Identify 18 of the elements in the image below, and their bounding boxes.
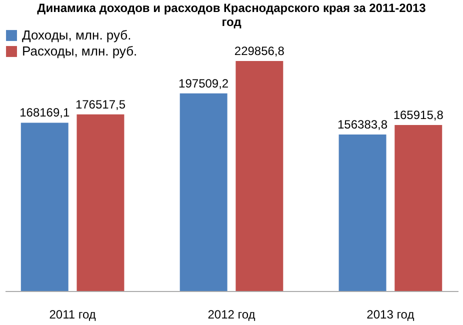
x-tick-label: 2013 год [366, 308, 414, 322]
legend-label: Доходы, млн. руб. [22, 28, 132, 42]
bar [180, 93, 228, 291]
bar [236, 61, 284, 291]
data-label: 197509,2 [178, 76, 229, 90]
bar [338, 134, 386, 291]
data-label: 165915,8 [393, 108, 444, 122]
data-label: 156383,8 [337, 118, 388, 132]
data-label: 176517,5 [75, 97, 126, 112]
x-tick-label: 2012 год [208, 308, 256, 322]
x-tick-label: 2011 год [49, 308, 96, 322]
bar [20, 122, 68, 291]
legend-label: Расходы, млн. руб. [22, 44, 138, 58]
chart-title: Динамика доходов и расходов Краснодарского края за 2011-2013 год [37, 1, 426, 29]
data-label: 168169,1 [20, 106, 70, 120]
bar [76, 114, 124, 291]
data-label: 229856,8 [234, 44, 285, 58]
bar [394, 124, 442, 291]
